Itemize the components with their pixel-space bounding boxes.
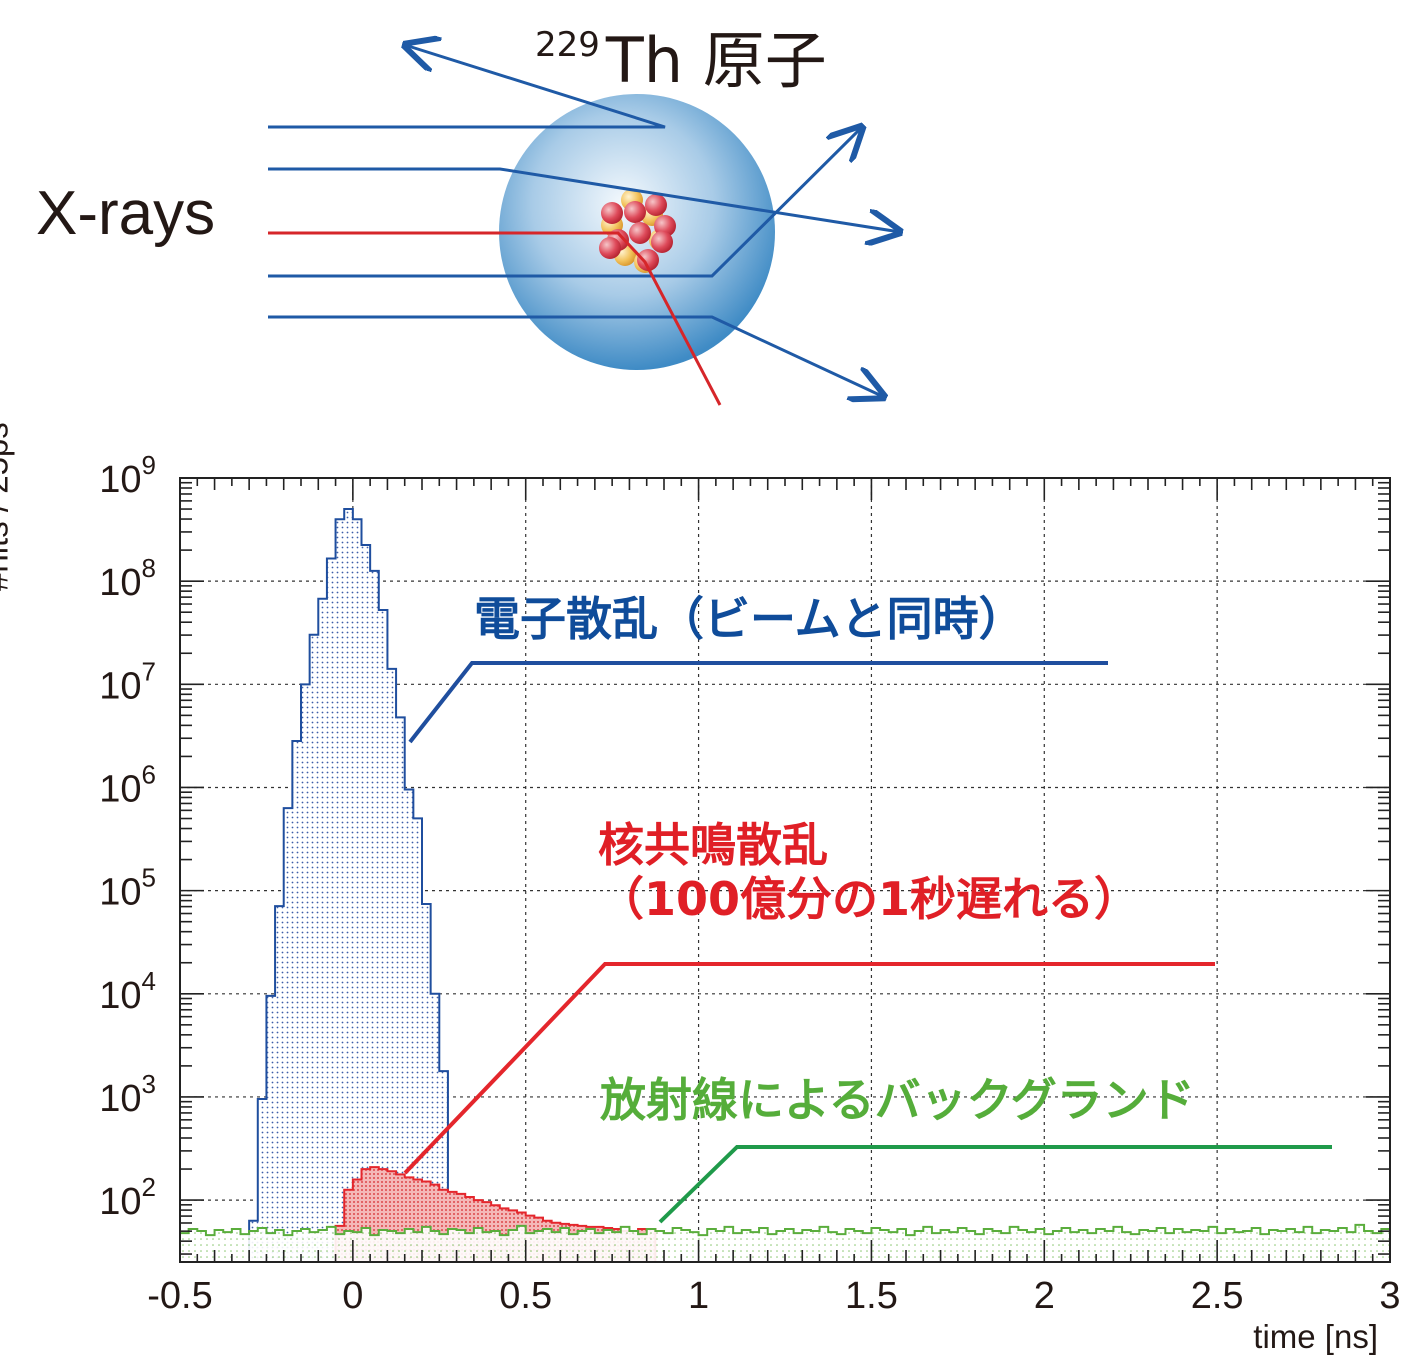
electron-scattering-histogram (248, 507, 458, 1263)
y-tick-label: 103 (99, 1069, 156, 1120)
xrays-label: X-rays (36, 179, 216, 248)
x-tick-label: -0.5 (147, 1275, 212, 1317)
x-tick-label: 3 (1379, 1275, 1400, 1317)
annotation-nuclear-line2: （100億分の1秒遅れる） (598, 872, 1141, 926)
x-tick-label: 1 (688, 1275, 709, 1317)
y-tick-label: 109 (99, 450, 156, 501)
annotation-background: 放射線によるバックグランド (600, 1073, 1195, 1127)
atom-name: Th 原子 (605, 24, 827, 97)
nuclear-xray-ray (268, 231, 722, 406)
nuclear-leader-line (403, 962, 1215, 1175)
x-tick-label: 1.5 (845, 1275, 898, 1317)
atom-label: 229Th 原子 (535, 10, 827, 100)
x-tick-label: 2.5 (1191, 1275, 1244, 1317)
background-histogram (179, 1223, 1391, 1263)
isotope-mass-number: 229 (535, 25, 600, 65)
y-tick-label: 102 (99, 1172, 156, 1223)
y-tick-label: 105 (99, 863, 156, 914)
x-tick-label: 2 (1034, 1275, 1055, 1317)
xray-scattering-diagram (268, 0, 1418, 406)
electron-leader-line (408, 661, 1108, 744)
nucleus (599, 189, 676, 273)
annotation-nuclear-resonance: 核共鳴散乱 （100億分の1秒遅れる） (598, 818, 1140, 926)
y-axis-label: #hits / 25ps (0, 422, 15, 591)
annotation-electron-scattering: 電子散乱（ビームと同時） (474, 592, 1025, 646)
x-axis-label: time [ns] (1253, 1318, 1378, 1355)
x-tick-label: 0.5 (499, 1275, 552, 1317)
background-leader-line (658, 1145, 1332, 1224)
x-tick-label: 0 (342, 1275, 363, 1317)
annotation-nuclear-line1: 核共鳴散乱 (598, 818, 828, 872)
y-tick-label: 104 (99, 966, 156, 1017)
y-tick-label: 108 (99, 553, 156, 604)
y-tick-label: 107 (99, 656, 156, 707)
y-tick-label: 106 (99, 759, 156, 810)
scattered-xray-rays (268, 45, 900, 397)
